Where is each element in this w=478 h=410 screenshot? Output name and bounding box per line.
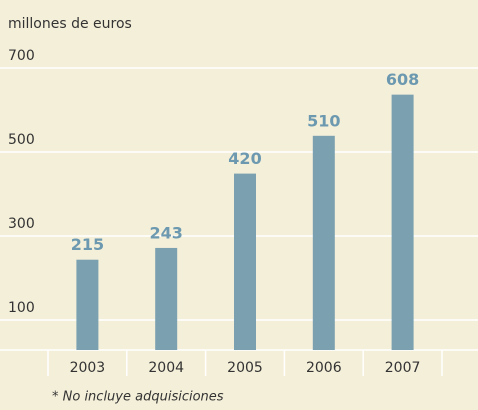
- y-tick-label: 100: [8, 300, 35, 316]
- x-tick-label: 2003: [70, 360, 106, 376]
- bar: [391, 94, 414, 350]
- bar: [155, 247, 178, 350]
- x-tick-label: 2004: [148, 360, 184, 376]
- bar: [234, 173, 256, 350]
- x-tick-label: 2006: [306, 360, 342, 376]
- bar: [312, 135, 335, 350]
- y-tick-label: 700: [8, 48, 35, 64]
- x-tick-label: 2007: [385, 360, 421, 376]
- footnote: * No incluye adquisiciones: [52, 390, 224, 405]
- value-label: 420: [228, 149, 261, 168]
- x-tick-label: 2005: [227, 360, 263, 376]
- y-tick-label: 500: [8, 132, 35, 148]
- y-axis-label: millones de euros: [8, 16, 132, 32]
- value-label: 243: [149, 223, 182, 242]
- bar: [76, 259, 99, 350]
- value-label: 608: [386, 70, 419, 89]
- y-tick-label: 300: [8, 216, 35, 232]
- value-label: 510: [307, 111, 340, 130]
- value-label: 215: [71, 235, 104, 254]
